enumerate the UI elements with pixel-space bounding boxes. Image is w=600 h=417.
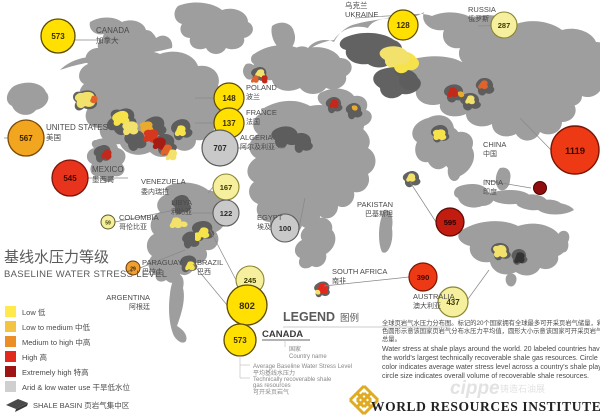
svg-text:LIBYA: LIBYA <box>171 198 192 207</box>
svg-text:707: 707 <box>213 144 227 153</box>
svg-text:245: 245 <box>244 276 257 285</box>
svg-text:Extremely high 特高: Extremely high 特高 <box>22 367 89 377</box>
svg-text:CHINA: CHINA <box>483 140 506 149</box>
svg-text:阿尔及利亚: 阿尔及利亚 <box>240 142 275 151</box>
svg-text:802: 802 <box>239 301 255 312</box>
svg-text:阿根廷: 阿根廷 <box>129 302 150 311</box>
svg-text:390: 390 <box>417 273 430 282</box>
svg-text:LEGEND: LEGEND <box>283 310 335 324</box>
svg-text:总量。: 总量。 <box>382 334 401 343</box>
svg-text:gas resources: gas resources <box>253 383 291 389</box>
svg-text:137: 137 <box>222 119 236 128</box>
svg-text:可开采页岩气: 可开采页岩气 <box>253 388 289 396</box>
svg-text:Medium to high 中高: Medium to high 中高 <box>22 337 91 347</box>
svg-text:148: 148 <box>222 94 236 103</box>
svg-text:Low to medium 中低: Low to medium 中低 <box>22 322 90 332</box>
svg-text:委内瑞拉: 委内瑞拉 <box>141 187 169 196</box>
svg-text:POLAND: POLAND <box>246 83 277 92</box>
svg-text:VENEZUELA: VENEZUELA <box>141 177 186 186</box>
svg-text:Country name: Country name <box>289 354 327 360</box>
svg-text:基线水压力等级: 基线水压力等级 <box>4 248 109 266</box>
svg-text:加拿大: 加拿大 <box>96 35 119 45</box>
svg-text:PARAGUAY: PARAGUAY <box>142 258 183 267</box>
svg-text:乌克兰: 乌克兰 <box>345 0 368 10</box>
svg-text:167: 167 <box>220 183 233 192</box>
svg-text:Arid & low water use 干旱低水位: Arid & low water use 干旱低水位 <box>22 382 130 392</box>
svg-text:COLOMBIA: COLOMBIA <box>119 213 159 222</box>
svg-text:Water stress at shale plays ar: Water stress at shale plays around the w… <box>382 346 600 353</box>
svg-text:122: 122 <box>220 209 233 218</box>
svg-text:SHALE BASIN 页岩气集中区: SHALE BASIN 页岩气集中区 <box>33 400 130 410</box>
svg-text:INDIA: INDIA <box>483 178 503 187</box>
svg-text:CANADA: CANADA <box>96 26 130 35</box>
svg-text:545: 545 <box>63 174 77 183</box>
svg-text:BASELINE WATER STRESS LEVEL: BASELINE WATER STRESS LEVEL <box>4 269 167 280</box>
svg-text:平均基线水压力: 平均基线水压力 <box>253 369 295 377</box>
svg-text:美国: 美国 <box>46 132 61 142</box>
svg-text:the world's largest technicall: the world's largest technically recovera… <box>382 355 598 362</box>
svg-text:BRAZIL: BRAZIL <box>197 258 223 267</box>
svg-text:哥伦比亚: 哥伦比亚 <box>119 222 147 231</box>
svg-text:EGYPT: EGYPT <box>257 213 283 222</box>
svg-text:AUSTRALIA: AUSTRALIA <box>413 292 455 301</box>
svg-text:ALGERIA: ALGERIA <box>240 133 273 142</box>
svg-text:利比亚: 利比亚 <box>171 207 192 216</box>
svg-text:CANADA: CANADA <box>262 329 303 340</box>
svg-text:FRANCE: FRANCE <box>246 108 277 117</box>
svg-text:UKRAINE: UKRAINE <box>345 10 378 19</box>
svg-text:ARGENTINA: ARGENTINA <box>106 293 150 302</box>
svg-text:俄罗斯: 俄罗斯 <box>468 14 489 23</box>
svg-text:100: 100 <box>279 224 292 233</box>
svg-text:铸造石油展: 铸造石油展 <box>500 383 545 394</box>
svg-text:巴西: 巴西 <box>197 268 211 276</box>
svg-text:色圆形示意该国家页岩气分布水压力平均值，圆形大小示意该国家可: 色圆形示意该国家页岩气分布水压力平均值，圆形大小示意该国家可开采页岩气 <box>382 326 600 335</box>
svg-text:UNITED STATES: UNITED STATES <box>46 123 108 132</box>
svg-text:573: 573 <box>233 336 247 345</box>
svg-text:Average Baseline Water Stress: Average Baseline Water Stress Level <box>253 364 352 370</box>
svg-text:图例: 图例 <box>340 312 359 324</box>
svg-text:287: 287 <box>498 21 511 30</box>
svg-text:埃及: 埃及 <box>257 222 271 231</box>
svg-text:Low 低: Low 低 <box>22 307 46 317</box>
svg-text:巴基斯坦: 巴基斯坦 <box>365 209 393 218</box>
svg-text:澳大利亚: 澳大利亚 <box>413 301 441 310</box>
svg-text:128: 128 <box>396 21 410 30</box>
svg-text:南非: 南非 <box>332 276 346 285</box>
svg-text:SOUTH AFRICA: SOUTH AFRICA <box>332 267 387 276</box>
svg-text:全球页岩气水压力分布图。标记的20个国家拥有全球最多可开采页: 全球页岩气水压力分布图。标记的20个国家拥有全球最多可开采页岩气储量，彩 <box>382 318 600 327</box>
svg-text:1119: 1119 <box>565 146 585 157</box>
svg-text:波兰: 波兰 <box>246 92 260 101</box>
svg-text:RUSSIA: RUSSIA <box>468 5 496 14</box>
svg-text:WORLD RESOURCES INSTITUTE: WORLD RESOURCES INSTITUTE <box>371 399 600 414</box>
svg-text:567: 567 <box>19 134 33 143</box>
svg-text:High 高: High 高 <box>22 352 48 362</box>
svg-text:法国: 法国 <box>246 117 260 126</box>
svg-text:墨西哥: 墨西哥 <box>92 175 115 184</box>
svg-text:color indicates average water: color indicates average water stress lev… <box>382 364 600 371</box>
svg-text:573: 573 <box>51 32 65 41</box>
svg-text:MEXICO: MEXICO <box>92 165 124 174</box>
svg-text:印度: 印度 <box>483 187 497 196</box>
svg-text:59: 59 <box>105 221 111 227</box>
svg-text:cippe: cippe <box>450 378 500 399</box>
svg-text:PAKISTAN: PAKISTAN <box>357 200 393 209</box>
svg-text:国家: 国家 <box>289 345 301 353</box>
svg-text:595: 595 <box>444 218 457 227</box>
svg-text:中国: 中国 <box>483 149 497 158</box>
